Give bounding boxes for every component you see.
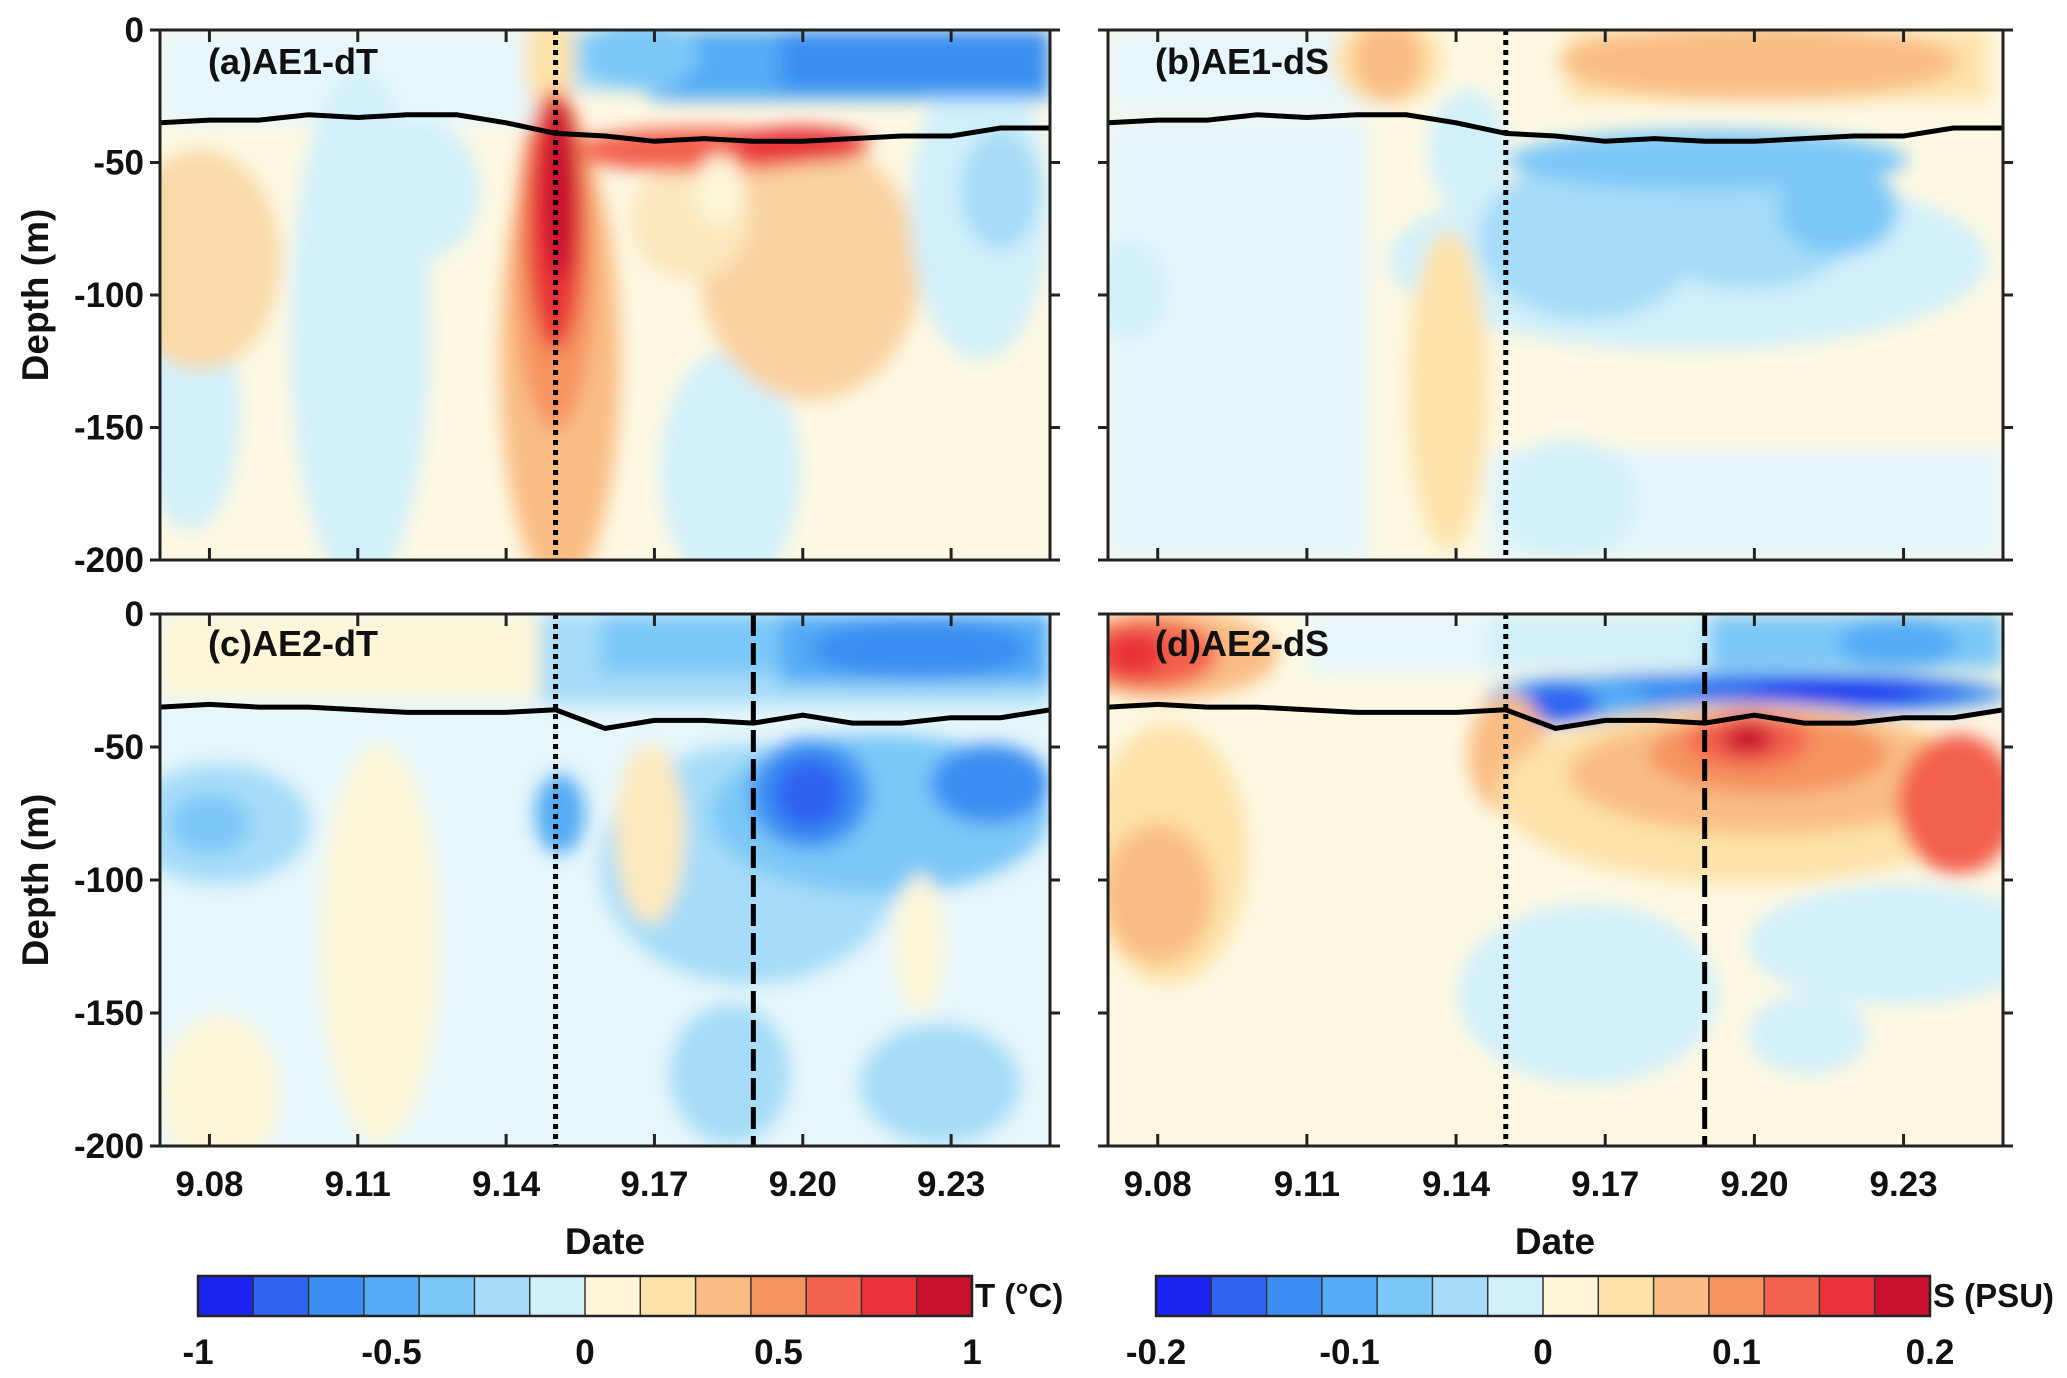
salinity-colorbar-tick-label-1: -0.1 (1319, 1333, 1379, 1372)
panel-d-ae2-ds: 9.08 9.11 9.14 9.17 9.20 9.23 (d)AE2-dS (1098, 612, 2013, 1204)
salinity-colorbar-swatch-3 (1321, 1276, 1378, 1316)
temperature-colorbar-swatch-13 (916, 1276, 973, 1316)
panel-c-ae2-dt: 9.08 9.11 9.14 9.17 9.20 9.23 0 -50 -100 -150 -200… (74, 595, 1060, 1204)
panel-c-x-tick-label-3: 9.17 (620, 1165, 688, 1204)
temperature-colorbar-frame (196, 1274, 974, 1318)
panel-b-mixed-layer-line (1108, 112, 2003, 144)
temperature-colorbar-swatch-7 (585, 1276, 641, 1316)
panel-d-plot-area (1108, 614, 2003, 1146)
panel-d-mixed-layer-line (1108, 701, 2003, 731)
panel-a-y-tick-label-1: -50 (93, 144, 144, 183)
panel-b-ae1-ds: (b)AE1-dS (1098, 28, 2013, 562)
panel-d-x-tick-label-5: 9.23 (1869, 1165, 1937, 1204)
panel-d-x-tick-label-2: 9.14 (1422, 1165, 1491, 1204)
panel-c-x-tick-label-5: 9.23 (917, 1165, 985, 1204)
panel-c-y-tick-label-1: -50 (93, 728, 144, 767)
panel-a-ticks: 0 -50 -100 -150 -200 (74, 11, 1060, 580)
temperature-colorbar-tick-label-3: 0.5 (754, 1333, 803, 1372)
temperature-colorbar-swatch-1 (253, 1276, 310, 1316)
salinity-colorbar-swatch-13 (1874, 1276, 1931, 1316)
salinity-colorbar-swatch-10 (1708, 1276, 1765, 1316)
panel-a-y-tick-label-3: -150 (74, 409, 144, 448)
x-axis-label-right: Date (1515, 1221, 1595, 1262)
salinity-colorbar-swatch-1 (1211, 1276, 1268, 1316)
salinity-colorbar-swatch-2 (1266, 1276, 1323, 1316)
salinity-colorbar-tick-label-2: 0 (1533, 1333, 1552, 1372)
temperature-colorbar-swatch-2 (308, 1276, 365, 1316)
panel-d-x-tick-label-3: 9.17 (1571, 1165, 1639, 1204)
salinity-colorbar-frame (1154, 1274, 1932, 1318)
panel-c-plot-area (160, 614, 1050, 1146)
temperature-colorbar-tick-label-2: 0 (575, 1333, 594, 1372)
temperature-colorbar-tick-label-0: -1 (182, 1333, 213, 1372)
temperature-colorbar-swatch-6 (529, 1276, 586, 1316)
temperature-colorbar-swatch-4 (419, 1276, 475, 1316)
temperature-colorbar-tick-label-1: -0.5 (361, 1333, 421, 1372)
temperature-colorbar-label: T (°C) (975, 1277, 1063, 1314)
panel-c-x-tick-label-2: 9.14 (472, 1165, 541, 1204)
temperature-colorbar: -1 -0.5 0 0.5 1 (182, 1274, 982, 1372)
salinity-colorbar-swatch-4 (1377, 1276, 1433, 1316)
panel-a-y-tick-label-4: -200 (74, 541, 144, 580)
temperature-colorbar-swatch-3 (363, 1276, 420, 1316)
salinity-colorbar-swatch-0 (1156, 1276, 1212, 1316)
panel-d-title: (d)AE2-dS (1155, 623, 1329, 664)
salinity-colorbar-swatch-5 (1432, 1276, 1489, 1316)
salinity-colorbar-tick-label-3: 0.1 (1712, 1333, 1761, 1372)
panel-a-y-tick-label-0: 0 (125, 11, 144, 50)
salinity-colorbar-label: S (PSU) (1933, 1277, 2054, 1314)
panel-c-title: (c)AE2-dT (208, 623, 378, 664)
salinity-colorbar-swatch-6 (1487, 1276, 1544, 1316)
panel-c-mixed-layer-line (160, 701, 1050, 731)
panel-c-event-lines (553, 614, 756, 1146)
y-axis-label-bottom: Depth (m) (15, 794, 56, 967)
panel-a-mixed-layer-line (160, 112, 1050, 144)
panel-d-x-tick-label-1: 9.11 (1274, 1165, 1340, 1204)
salinity-colorbar-swatch-7 (1543, 1276, 1599, 1316)
salinity-colorbar-swatch-9 (1653, 1276, 1710, 1316)
panel-b-title: (b)AE1-dS (1155, 41, 1329, 82)
panel-b-plot-area (1108, 30, 2003, 560)
panel-a-ae1-dt: 0 -50 -100 -150 -200 (a)AE1-dT (74, 11, 1060, 580)
panel-a-title: (a)AE1-dT (208, 41, 378, 82)
panel-a-anomaly-field (160, 30, 1050, 560)
panel-c-anomaly-field (160, 614, 1050, 1146)
panel-d-x-tick-label-0: 9.08 (1124, 1165, 1192, 1204)
panel-c-y-tick-label-4: -200 (74, 1127, 144, 1166)
panel-c-y-tick-label-0: 0 (125, 595, 144, 634)
panel-a-plot-area (160, 30, 1050, 560)
salinity-colorbar: -0.2 -0.1 0 0.1 0.2 (1126, 1274, 1955, 1372)
temperature-colorbar-swatch-11 (806, 1276, 862, 1316)
panel-d-event-lines (1503, 614, 1708, 1146)
salinity-colorbar-swatch-11 (1764, 1276, 1820, 1316)
temperature-colorbar-swatch-0 (198, 1276, 254, 1316)
panel-c-ticks: 9.08 9.11 9.14 9.17 9.20 9.23 0 -50 -100 -150 -200 (74, 595, 1060, 1204)
temperature-colorbar-tick-label-4: 1 (962, 1333, 981, 1372)
panel-d-anomaly-field (1108, 614, 2003, 1084)
salinity-colorbar-swatch-8 (1598, 1276, 1655, 1316)
panel-d-x-tick-label-4: 9.20 (1720, 1165, 1788, 1204)
temperature-colorbar-swatch-5 (474, 1276, 531, 1316)
panel-c-x-tick-label-0: 9.08 (175, 1165, 243, 1204)
panel-c-x-tick-label-4: 9.20 (769, 1165, 837, 1204)
salinity-colorbar-tick-label-0: -0.2 (1126, 1333, 1186, 1372)
panel-b-anomaly-field (1108, 30, 2003, 560)
salinity-colorbar-swatch-12 (1819, 1276, 1876, 1316)
temperature-colorbar-swatch-8 (640, 1276, 697, 1316)
temperature-colorbar-swatch-10 (750, 1276, 807, 1316)
panel-c-x-tick-label-1: 9.11 (325, 1165, 391, 1204)
temperature-colorbar-swatch-12 (861, 1276, 918, 1316)
salinity-colorbar-tick-label-4: 0.2 (1906, 1333, 1955, 1372)
panel-a-y-tick-label-2: -100 (74, 276, 144, 315)
panel-c-y-tick-label-3: -150 (74, 994, 144, 1033)
panel-c-y-tick-label-2: -100 (74, 861, 144, 900)
x-axis-label-left: Date (565, 1221, 645, 1262)
y-axis-label-top: Depth (m) (15, 209, 56, 382)
panel-b-ticks (1098, 28, 2013, 562)
panel-d-ticks: 9.08 9.11 9.14 9.17 9.20 9.23 (1098, 612, 2013, 1204)
temperature-colorbar-swatch-9 (695, 1276, 752, 1316)
